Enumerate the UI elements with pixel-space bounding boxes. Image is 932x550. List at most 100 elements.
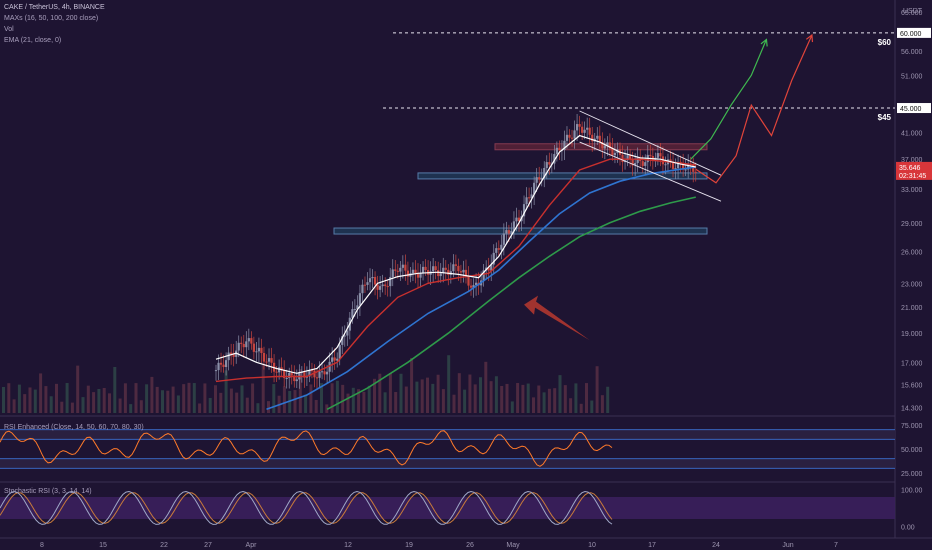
volume-bar [309, 384, 313, 413]
candle-body [265, 361, 268, 363]
indicator-vol: Vol [4, 26, 14, 33]
price-tick-label: 51.000 [901, 73, 923, 80]
candle-body [505, 230, 508, 234]
candle-body [636, 157, 639, 163]
volume-bar [166, 390, 170, 413]
candle-body [634, 162, 637, 166]
rsi-tick-label: 75.000 [901, 423, 923, 430]
indicator-ma: MAXs (16, 50, 100, 200 close) [4, 15, 99, 22]
ma-slow-line [266, 166, 696, 411]
candle-body [671, 162, 675, 169]
date-tick-label: 7 [834, 542, 838, 549]
candle-body [533, 182, 536, 195]
volume-bar [373, 378, 376, 413]
channel-lower-line [579, 141, 722, 202]
volume-bar [410, 357, 414, 413]
volume-bar [590, 400, 594, 413]
volume-bar [484, 361, 488, 413]
candle-body [669, 159, 672, 163]
ma-long-line [326, 196, 696, 411]
volume-bar [330, 383, 334, 413]
candle-body [442, 267, 445, 274]
candle-body [295, 379, 298, 382]
candle-body [250, 338, 253, 344]
target-axis-box [897, 27, 931, 38]
volume-bar [7, 383, 11, 413]
candle-body [290, 372, 293, 376]
volume-bar [70, 402, 74, 413]
volume-bar [436, 374, 440, 413]
candle-body [414, 269, 417, 274]
date-tick-label: 27 [204, 542, 212, 549]
candle-body [288, 372, 291, 379]
volume-bar [505, 383, 509, 413]
price-tick-label: 14.300 [901, 405, 923, 412]
volume-bar [86, 385, 90, 413]
date-tick-label: 17 [648, 542, 656, 549]
volume-bar [97, 388, 101, 413]
candle-body [351, 309, 354, 318]
rsi-tick-label: 50.000 [901, 447, 923, 454]
candle-body [313, 370, 316, 378]
candle-body [553, 154, 556, 164]
volume-bar [113, 366, 117, 413]
candle-body [328, 361, 331, 372]
volume-bar [558, 375, 562, 413]
target-label: $45 [878, 113, 892, 122]
candle-body [598, 135, 601, 142]
volume-bar [214, 385, 217, 413]
volume-bar [494, 376, 498, 413]
candle-body [283, 370, 286, 379]
channel-upper-line [579, 110, 722, 176]
candle-body [563, 140, 566, 150]
candle-body [447, 269, 450, 275]
rsi-band-lower [0, 458, 895, 469]
volume-bar [569, 398, 573, 413]
volume-bar [378, 373, 382, 413]
price-tick-label: 41.000 [901, 130, 923, 137]
candle-body [434, 266, 437, 271]
candle-body [596, 135, 599, 139]
candle-body [679, 161, 682, 163]
candle-body [310, 370, 314, 372]
candle-body [462, 269, 465, 273]
candle-body [687, 163, 690, 170]
candle-body [361, 284, 364, 294]
candle-body [543, 167, 546, 178]
candle-body [222, 364, 225, 368]
candle-body [487, 267, 490, 271]
candle-body [416, 273, 420, 278]
candle-body [674, 168, 677, 170]
candle-body [323, 371, 326, 375]
candle-body [437, 270, 440, 277]
candle-body [278, 367, 281, 373]
volume-bar [415, 381, 419, 413]
candle-body [626, 155, 629, 161]
volume-bar [516, 383, 520, 413]
candle-body [606, 142, 609, 146]
stoch-d-line [0, 492, 613, 524]
volume-bar [251, 383, 255, 413]
candle-body [252, 343, 255, 352]
volume-bar [404, 386, 408, 413]
price-tick-label: 56.000 [901, 49, 923, 56]
volume-bar [182, 384, 186, 413]
candle-body [267, 358, 271, 362]
candle-body [262, 353, 266, 362]
candle-body [472, 285, 475, 288]
volume-bar [304, 394, 308, 413]
target-axis-box [897, 103, 931, 114]
candle-body [318, 371, 321, 378]
candle-body [421, 266, 425, 273]
current-price-label: 35.646 [899, 165, 921, 172]
candle-body [368, 278, 372, 283]
price-tick-label: 33.000 [901, 187, 923, 194]
candle-body [469, 285, 473, 288]
candle-body [217, 362, 220, 371]
candle-body [363, 284, 367, 286]
volume-bar [134, 383, 138, 413]
candle-body [280, 367, 283, 371]
volume-bar [320, 383, 323, 413]
candle-body [275, 371, 278, 373]
